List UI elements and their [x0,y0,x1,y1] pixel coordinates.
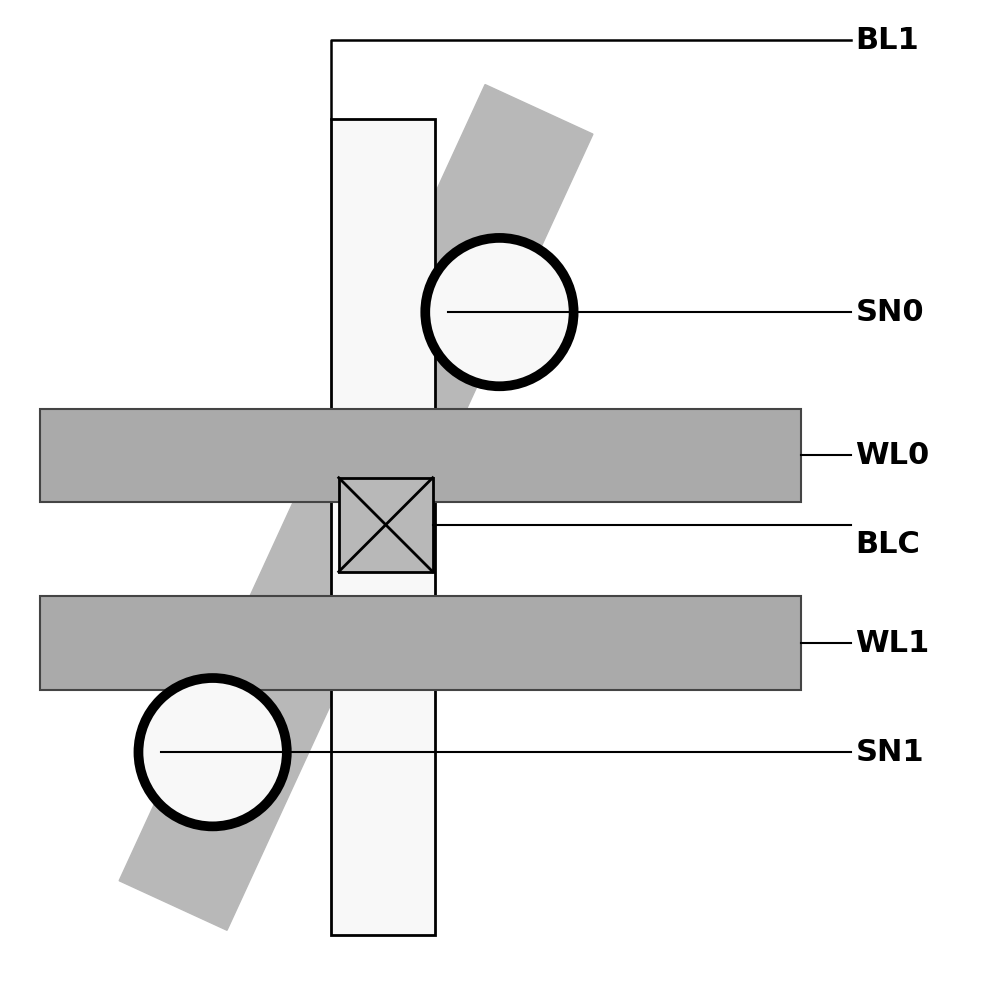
Bar [40,596,801,690]
Text: BL1: BL1 [855,26,919,55]
Bar [40,409,801,502]
Polygon shape [119,85,593,930]
Text: SN0: SN0 [855,298,924,327]
Circle shape [425,238,574,386]
Text: WL0: WL0 [855,441,930,470]
Text: SN1: SN1 [855,738,924,767]
Text: BLC: BLC [855,530,921,559]
Bar [331,119,435,935]
Bar [338,478,433,572]
Circle shape [138,678,287,826]
Text: WL1: WL1 [855,629,930,658]
